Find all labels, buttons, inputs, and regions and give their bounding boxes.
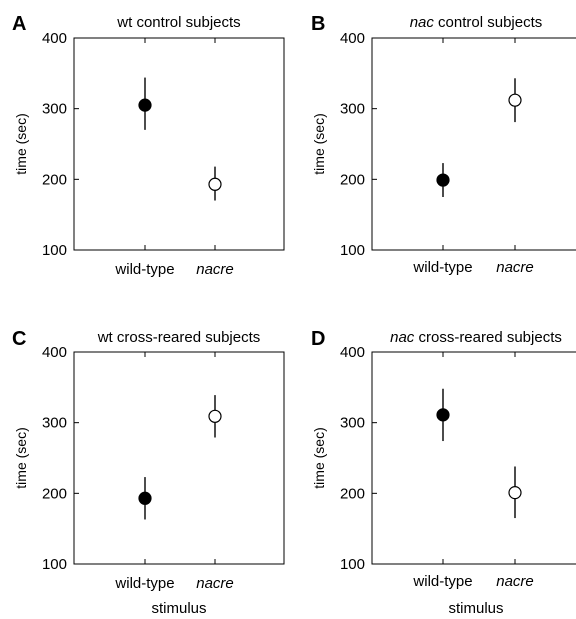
data-point-nacre	[208, 177, 222, 191]
y-tick-label: 200	[42, 171, 67, 188]
panel-title-rest: cross-reared subjects	[414, 329, 562, 346]
plot-frame	[73, 37, 285, 251]
y-tick-label: 300	[42, 101, 67, 118]
data-marks	[138, 395, 222, 520]
y-tick-label: 300	[340, 101, 365, 118]
data-point-nacre	[508, 93, 522, 107]
plot-frame	[371, 351, 576, 565]
x-axis-label: stimulus	[448, 600, 503, 617]
x-axis-label: stimulus	[151, 600, 206, 617]
panel-c: C wt cross-reared subjects time (sec) wi…	[12, 328, 285, 617]
y-tick-label: 200	[42, 485, 67, 502]
data-marks	[436, 388, 522, 519]
y-tick-label: 200	[340, 485, 365, 502]
panel-letter: D	[311, 328, 325, 350]
y-axis-ticks: 100 200 300 400	[340, 30, 516, 259]
panel-title: nac cross-reared subjects	[390, 329, 562, 346]
y-axis-label: time (sec)	[311, 113, 327, 174]
data-point-wild-type	[138, 98, 152, 112]
y-tick-label: 400	[42, 30, 67, 47]
data-point-wild-type	[436, 408, 450, 422]
y-tick-label: 400	[42, 344, 67, 361]
category-label-nacre: nacre	[496, 573, 534, 590]
panel-title: wt control subjects	[116, 14, 240, 31]
y-axis-ticks: 100 200 300 400	[42, 344, 216, 573]
panel-title-italic: nac	[410, 14, 435, 31]
data-point-nacre	[508, 486, 522, 500]
category-label-wild-type: wild-type	[412, 259, 472, 276]
data-point-nacre	[208, 409, 222, 423]
y-axis-label: time (sec)	[13, 427, 29, 488]
y-axis-label: time (sec)	[13, 113, 29, 174]
y-tick-label: 200	[340, 171, 365, 188]
category-label-wild-type: wild-type	[114, 575, 174, 592]
data-marks	[436, 78, 522, 197]
panel-title-italic: nac	[390, 329, 415, 346]
data-point-wild-type	[138, 491, 152, 505]
y-axis-ticks: 100 200 300 400	[340, 344, 516, 573]
y-tick-label: 100	[42, 242, 67, 259]
panel-letter: B	[311, 13, 325, 35]
panel-title: nac control subjects	[410, 14, 543, 31]
category-label-wild-type: wild-type	[412, 573, 472, 590]
panel-a: A wt control subjects time (sec) wild-ty…	[12, 13, 285, 278]
plot-frame	[371, 37, 576, 251]
y-tick-label: 100	[340, 556, 365, 573]
category-label-wild-type: wild-type	[114, 261, 174, 278]
y-tick-label: 400	[340, 344, 365, 361]
panel-d: D nac cross-reared subjects time (sec) w…	[311, 328, 576, 617]
category-label-nacre: nacre	[496, 259, 534, 276]
y-tick-label: 400	[340, 30, 365, 47]
panel-title-rest: control subjects	[434, 14, 542, 31]
y-tick-label: 300	[340, 415, 365, 432]
y-axis-label: time (sec)	[311, 427, 327, 488]
y-tick-label: 300	[42, 415, 67, 432]
y-tick-label: 100	[340, 242, 365, 259]
panel-letter: A	[12, 13, 26, 35]
data-point-wild-type	[436, 173, 450, 187]
panel-letter: C	[12, 328, 26, 350]
panel-title: wt cross-reared subjects	[97, 329, 261, 346]
y-tick-label: 100	[42, 556, 67, 573]
category-label-nacre: nacre	[196, 575, 234, 592]
category-label-nacre: nacre	[196, 261, 234, 278]
data-marks	[138, 77, 222, 201]
y-axis-ticks: 100 200 300 400	[42, 30, 216, 259]
panel-b: B nac control subjects time (sec) wild-t…	[311, 13, 576, 276]
plot-frame	[73, 351, 285, 565]
